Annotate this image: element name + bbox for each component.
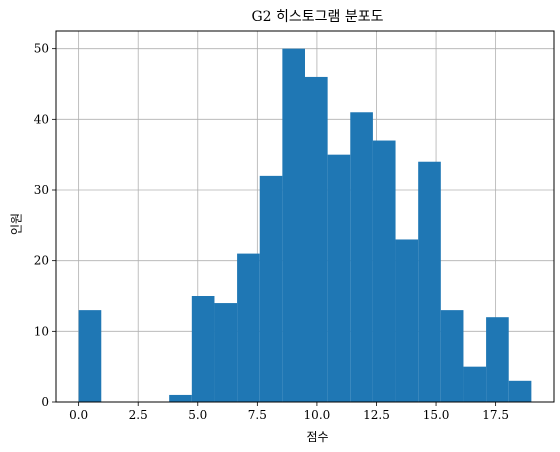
histogram-bar (237, 253, 260, 402)
x-tick-label: 17.5 (482, 408, 509, 422)
x-axis-label: 점수 (306, 430, 329, 444)
histogram-bar (282, 48, 305, 403)
histogram-bar (214, 303, 238, 402)
ticks-layer: 0.0 2.5 5.0 7.5 10.0 12.5 15.0 17.5 0 10 20 30 40 50 (34, 42, 509, 422)
x-tick-label: 15.0 (423, 408, 450, 422)
x-tick-label: 12.5 (363, 408, 390, 422)
histogram-bar (463, 366, 487, 402)
chart-title: G2 히스토그램 분포도 (251, 9, 384, 25)
histogram-bar (508, 380, 532, 402)
histogram-bar (305, 76, 328, 402)
x-tick-label: 2.5 (129, 408, 148, 422)
y-tick-label: 20 (34, 254, 49, 268)
x-tick-label: 5.0 (188, 408, 207, 422)
x-tick-label: 7.5 (248, 408, 267, 422)
x-tick-label: 10.0 (304, 408, 331, 422)
histogram-bar (191, 296, 215, 402)
histogram-bar (440, 310, 464, 402)
y-tick-label: 10 (34, 324, 49, 338)
histogram-bar (372, 140, 396, 403)
histogram-bar (486, 317, 509, 402)
histogram-bar (259, 175, 283, 402)
histogram-bar (169, 394, 192, 402)
histogram-bar (350, 112, 373, 403)
histogram-bar (78, 310, 102, 402)
bars-layer (78, 48, 532, 403)
y-tick-label: 30 (34, 183, 49, 197)
plot-frame (55, 30, 555, 403)
y-tick-label: 50 (34, 42, 49, 56)
y-axis-label: 인원 (9, 212, 24, 236)
y-tick-label: 40 (34, 112, 49, 126)
histogram-bar (418, 161, 441, 402)
x-tick-label: 0.0 (69, 408, 88, 422)
histogram-bar (395, 239, 419, 402)
y-tick-label: 0 (41, 395, 49, 409)
histogram-bar (327, 154, 351, 402)
